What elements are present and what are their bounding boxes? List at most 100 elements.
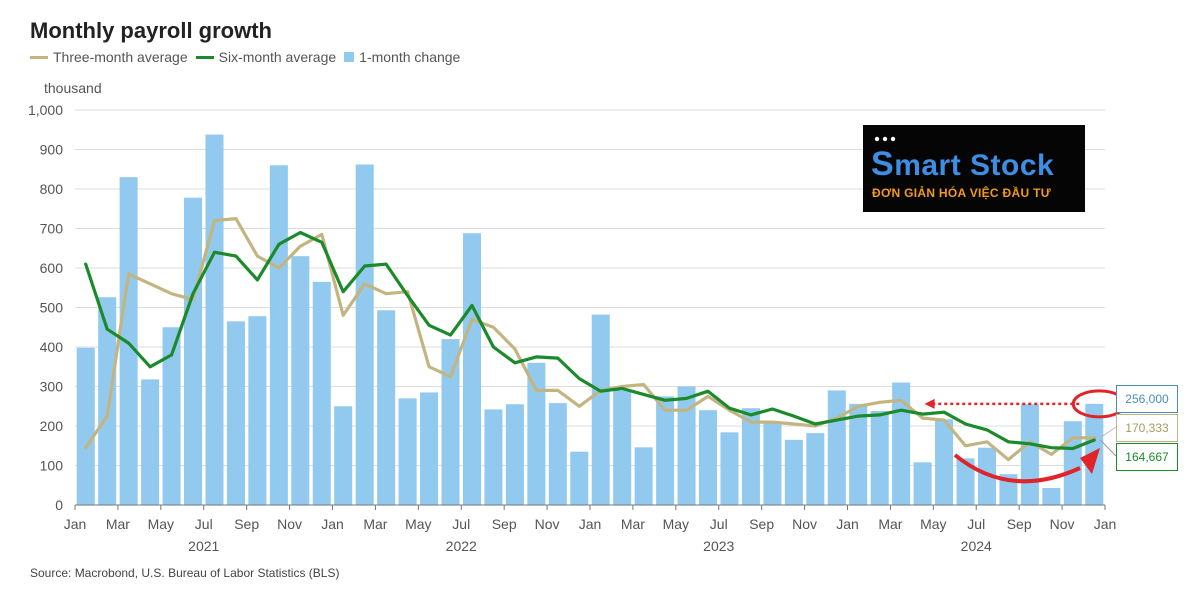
x-tick-label: Jul bbox=[195, 516, 213, 532]
source-note: Source: Macrobond, U.S. Bureau of Labor … bbox=[30, 566, 340, 580]
bar-2023-04 bbox=[656, 396, 675, 505]
bar-2022-11 bbox=[548, 403, 567, 505]
y-tick-label: 600 bbox=[40, 260, 64, 276]
year-label: 2024 bbox=[961, 538, 992, 554]
logo-brand-initial: S bbox=[871, 145, 895, 183]
x-tick-label: Jul bbox=[710, 516, 728, 532]
bar-2021-08 bbox=[226, 321, 245, 505]
x-tick-label: Jul bbox=[452, 516, 470, 532]
y-tick-label: 0 bbox=[55, 497, 63, 513]
bar-2023-01 bbox=[591, 314, 610, 505]
bar-2023-10 bbox=[784, 439, 803, 505]
curved-arrow bbox=[953, 453, 1081, 484]
x-tick-label: Mar bbox=[878, 516, 902, 532]
x-tick-label: Mar bbox=[621, 516, 645, 532]
legend-label-one-month: 1-month change bbox=[359, 49, 461, 65]
bar-2023-09 bbox=[763, 422, 782, 505]
logo-brand: Smart Stock bbox=[871, 145, 1054, 184]
bar-2023-03 bbox=[634, 447, 653, 505]
x-tick-label: Sep bbox=[1007, 516, 1032, 532]
bar-2022-10 bbox=[527, 362, 546, 505]
bar-2022-04 bbox=[398, 398, 417, 505]
x-tick-label: May bbox=[405, 516, 431, 532]
legend-item-three-month: Three-month average bbox=[30, 49, 188, 65]
legend-label-three-month: Three-month average bbox=[53, 49, 188, 65]
dotted-arrow-head bbox=[924, 398, 935, 409]
bar-2021-02 bbox=[98, 297, 117, 505]
y-tick-label: 1,000 bbox=[28, 102, 63, 118]
bar-2022-09 bbox=[505, 404, 524, 505]
annotation-three-month-last: 170,333 bbox=[1116, 414, 1178, 442]
x-tick-label: Sep bbox=[492, 516, 517, 532]
y-tick-label: 700 bbox=[40, 221, 64, 237]
y-tick-label: 300 bbox=[40, 379, 64, 395]
x-tick-label: Nov bbox=[277, 516, 302, 532]
bar-2022-08 bbox=[484, 409, 503, 505]
logo-dots-icon bbox=[874, 136, 896, 142]
x-tick-label: Jan bbox=[1094, 516, 1117, 532]
annotation-layer bbox=[924, 389, 1127, 484]
x-tick-label: Jan bbox=[64, 516, 87, 532]
legend-swatch-six-month bbox=[195, 55, 214, 59]
smart-stock-logo: Smart Stock ĐƠN GIẢN HÓA VIỆC ĐẦU TƯ bbox=[863, 125, 1085, 212]
y-axis-unit: thousand bbox=[44, 80, 102, 96]
bar-2021-05 bbox=[162, 327, 181, 505]
legend-swatch-three-month bbox=[30, 55, 48, 59]
x-tick-label: Sep bbox=[749, 516, 774, 532]
x-tick-label: Nov bbox=[1050, 516, 1075, 532]
y-tick-label: 100 bbox=[40, 458, 64, 474]
logo-brand-rest: mart Stock bbox=[894, 149, 1055, 182]
grid-layer bbox=[75, 109, 1105, 466]
bar-2024-05 bbox=[935, 419, 954, 505]
bar-2023-02 bbox=[613, 390, 632, 505]
bar-2024-10 bbox=[1042, 488, 1061, 505]
annotation-six-month-last: 164,667 bbox=[1116, 443, 1178, 471]
x-tick-label: Nov bbox=[792, 516, 817, 532]
y-tick-label: 500 bbox=[40, 300, 64, 316]
bar-2022-12 bbox=[570, 451, 589, 505]
year-label: 2021 bbox=[188, 538, 219, 554]
curved-arrow-head bbox=[1080, 448, 1100, 474]
bar-2021-04 bbox=[141, 379, 160, 505]
x-tick-label: Jul bbox=[967, 516, 985, 532]
line-layer bbox=[84, 217, 1096, 462]
bar-2022-01 bbox=[334, 406, 353, 505]
connector-six-month bbox=[1099, 439, 1117, 457]
bar-2023-08 bbox=[741, 408, 760, 505]
x-tick-label: May bbox=[920, 516, 946, 532]
bar-2024-01 bbox=[849, 403, 868, 505]
bar-2024-11 bbox=[1063, 421, 1082, 505]
bar-2024-03 bbox=[892, 382, 911, 505]
bar-2023-05 bbox=[677, 386, 696, 505]
bar-2022-02 bbox=[355, 164, 374, 505]
axis-layer: 0 100 200 300 400 500 600 700 800 900 1,000 Jan Mar M… bbox=[28, 102, 1116, 554]
x-tick-label: Mar bbox=[363, 516, 387, 532]
bar-2021-01 bbox=[76, 347, 95, 505]
year-label: 2022 bbox=[446, 538, 477, 554]
legend-item-six-month: Six-month average bbox=[195, 49, 336, 65]
bar-2023-12 bbox=[827, 390, 846, 505]
bar-2021-11 bbox=[291, 256, 310, 505]
bar-2023-11 bbox=[806, 433, 825, 505]
bar-2021-07 bbox=[205, 134, 224, 506]
bar-2021-03 bbox=[119, 177, 138, 505]
bar-2022-06 bbox=[441, 339, 460, 505]
x-tick-label: Sep bbox=[234, 516, 259, 532]
bar-2021-09 bbox=[248, 316, 267, 505]
bar-2024-02 bbox=[870, 410, 889, 505]
x-tick-label: Jan bbox=[321, 516, 344, 532]
x-tick-label: May bbox=[148, 516, 174, 532]
bar-2022-07 bbox=[462, 233, 481, 506]
x-tick-label: May bbox=[663, 516, 689, 532]
x-tick-label: Nov bbox=[535, 516, 560, 532]
y-tick-label: 900 bbox=[40, 142, 64, 158]
bar-2021-06 bbox=[184, 197, 203, 505]
bar-2022-05 bbox=[420, 392, 439, 505]
legend-swatch-one-month bbox=[344, 52, 355, 62]
year-label: 2023 bbox=[703, 538, 734, 554]
x-tick-label: Jan bbox=[579, 516, 602, 532]
connector-three-month bbox=[1099, 426, 1117, 439]
legend-item-one-month: 1-month change bbox=[344, 49, 460, 65]
bar-2022-03 bbox=[377, 310, 396, 505]
